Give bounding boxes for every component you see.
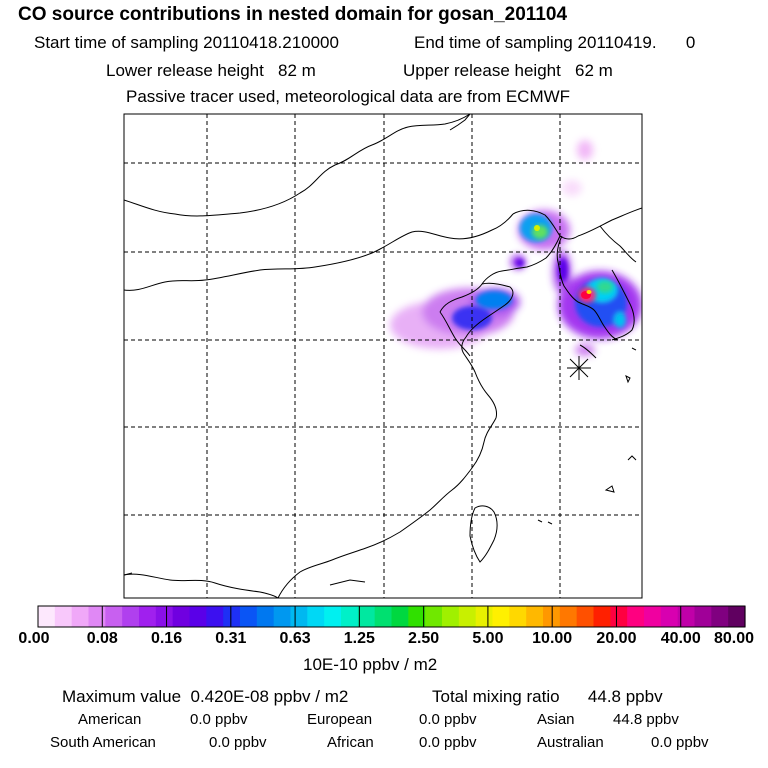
lower-release-label: Lower release height — [106, 61, 264, 80]
colorbar-swatch — [139, 606, 157, 627]
total-mixing-ratio-value: 44.8 ppbv — [587, 687, 663, 706]
colorbar-swatch — [240, 606, 258, 627]
colorbar-swatch — [425, 606, 443, 627]
colorbar-swatch — [627, 606, 645, 627]
colorbar-frame — [37, 605, 746, 628]
lower-release-value: 82 m — [278, 61, 316, 80]
colorbar-swatch — [105, 606, 123, 627]
european-label: European — [307, 711, 373, 728]
receptor-marker — [567, 356, 591, 380]
colorbar-label: 5.00 — [472, 630, 504, 647]
colorbar-label: 0.63 — [279, 630, 311, 647]
south-american-value: 0.0 ppbv — [209, 734, 267, 751]
colorbar-label: 1.25 — [343, 630, 375, 647]
colorbar-swatch — [475, 606, 494, 627]
colorbar-swatch — [644, 606, 662, 627]
colorbar-label: 0.16 — [150, 630, 183, 647]
colorbar-swatch — [677, 606, 696, 627]
start-time-value: 20110418.210000 — [203, 33, 339, 52]
colorbar-swatch — [492, 606, 510, 627]
colorbar-swatch — [273, 606, 292, 627]
map-frame — [123, 113, 643, 599]
total-mixing-ratio: Total mixing ratio 44.8 ppbv — [432, 687, 663, 707]
colorbar-label: 2.50 — [408, 630, 440, 647]
colorbar-swatch — [223, 606, 241, 627]
colorbar-swatch — [307, 606, 325, 627]
colorbar-swatch — [357, 606, 376, 627]
european-value: 0.0 ppbv — [419, 711, 477, 728]
asian-label: Asian — [537, 711, 575, 728]
african-value: 0.0 ppbv — [419, 734, 477, 751]
max-value-label: Maximum value — [62, 687, 182, 706]
end-time-extra: 0 — [685, 33, 696, 52]
colorbar-swatch — [206, 606, 224, 627]
colorbar-swatch — [324, 606, 342, 627]
australian-label: Australian — [537, 734, 604, 751]
colorbar-swatch — [88, 606, 106, 627]
colorbar-swatch — [694, 606, 712, 627]
colorbar-swatch — [38, 606, 56, 627]
colorbar-swatch — [509, 606, 527, 627]
colorbar-swatch — [526, 606, 544, 627]
total-mixing-ratio-label: Total mixing ratio — [432, 687, 560, 706]
colorbar-label: 0.08 — [86, 630, 118, 647]
concentration-plume — [390, 140, 642, 356]
colorbar-swatch — [341, 606, 359, 627]
colorbar-swatch — [71, 606, 90, 627]
colorbar-label: 10.00 — [532, 630, 573, 647]
upper-release-value: 62 m — [575, 61, 613, 80]
colorbar-swatch — [122, 606, 140, 627]
american-label: American — [78, 711, 142, 728]
colorbar-swatch — [593, 606, 611, 627]
colorbar-label: 0.00 — [18, 630, 50, 647]
colorbar-swatch — [458, 606, 477, 627]
colorbar-label: 80.00 — [713, 630, 755, 647]
colorbar-label: 40.00 — [660, 630, 701, 647]
colorbar-label: 20.00 — [596, 630, 637, 647]
colorbar-swatch — [189, 606, 207, 627]
colorbar-unit: 10E-10 ppbv / m2 — [303, 655, 438, 674]
max-value: Maximum value 0.420E-08 ppbv / m2 — [62, 687, 348, 707]
african-label: African — [327, 734, 374, 751]
colorbar-swatch — [374, 606, 393, 627]
colorbar-swatch — [660, 606, 679, 627]
coastlines — [124, 114, 642, 598]
colorbar-swatch — [391, 606, 409, 627]
south-american-label: South American — [50, 734, 156, 751]
start-time-label: Start time of sampling — [34, 33, 199, 52]
plot-title: CO source contributions in nested domain… — [18, 4, 568, 25]
colorbar-swatch — [256, 606, 275, 627]
australian-value: 0.0 ppbv — [651, 734, 709, 751]
colorbar-swatch — [172, 606, 191, 627]
asian-value: 44.8 ppbv — [613, 711, 679, 728]
colorbar-swatch — [408, 606, 426, 627]
colorbar-swatch — [442, 606, 460, 627]
colorbar-swatch — [711, 606, 729, 627]
end-time-label: End time of sampling — [414, 33, 573, 52]
upper-release-label: Upper release height — [403, 61, 561, 80]
colorbar-label: 0.31 — [215, 630, 247, 647]
end-time: End time of sampling 20110419. 0 — [414, 33, 695, 53]
end-time-value: 20110419. — [577, 33, 657, 52]
info-line: Passive tracer used, meteorological data… — [126, 87, 571, 106]
max-value-number: 0.420E-08 ppbv / m2 — [190, 687, 349, 706]
lat-lon-grid — [124, 114, 642, 598]
colorbar — [37, 605, 746, 628]
colorbar-swatch — [155, 606, 174, 627]
upper-release: Upper release height 62 m — [403, 61, 613, 81]
colorbar-swatch — [610, 606, 628, 627]
colorbar-swatch — [559, 606, 578, 627]
american-value: 0.0 ppbv — [190, 711, 248, 728]
lower-release: Lower release height 82 m — [106, 61, 316, 81]
colorbar-swatch — [290, 606, 308, 627]
colorbar-swatch — [576, 606, 595, 627]
sampling-line: Start time of sampling 20110418.210000 — [34, 33, 339, 53]
colorbar-swatch — [728, 606, 746, 627]
colorbar-swatch — [54, 606, 73, 627]
